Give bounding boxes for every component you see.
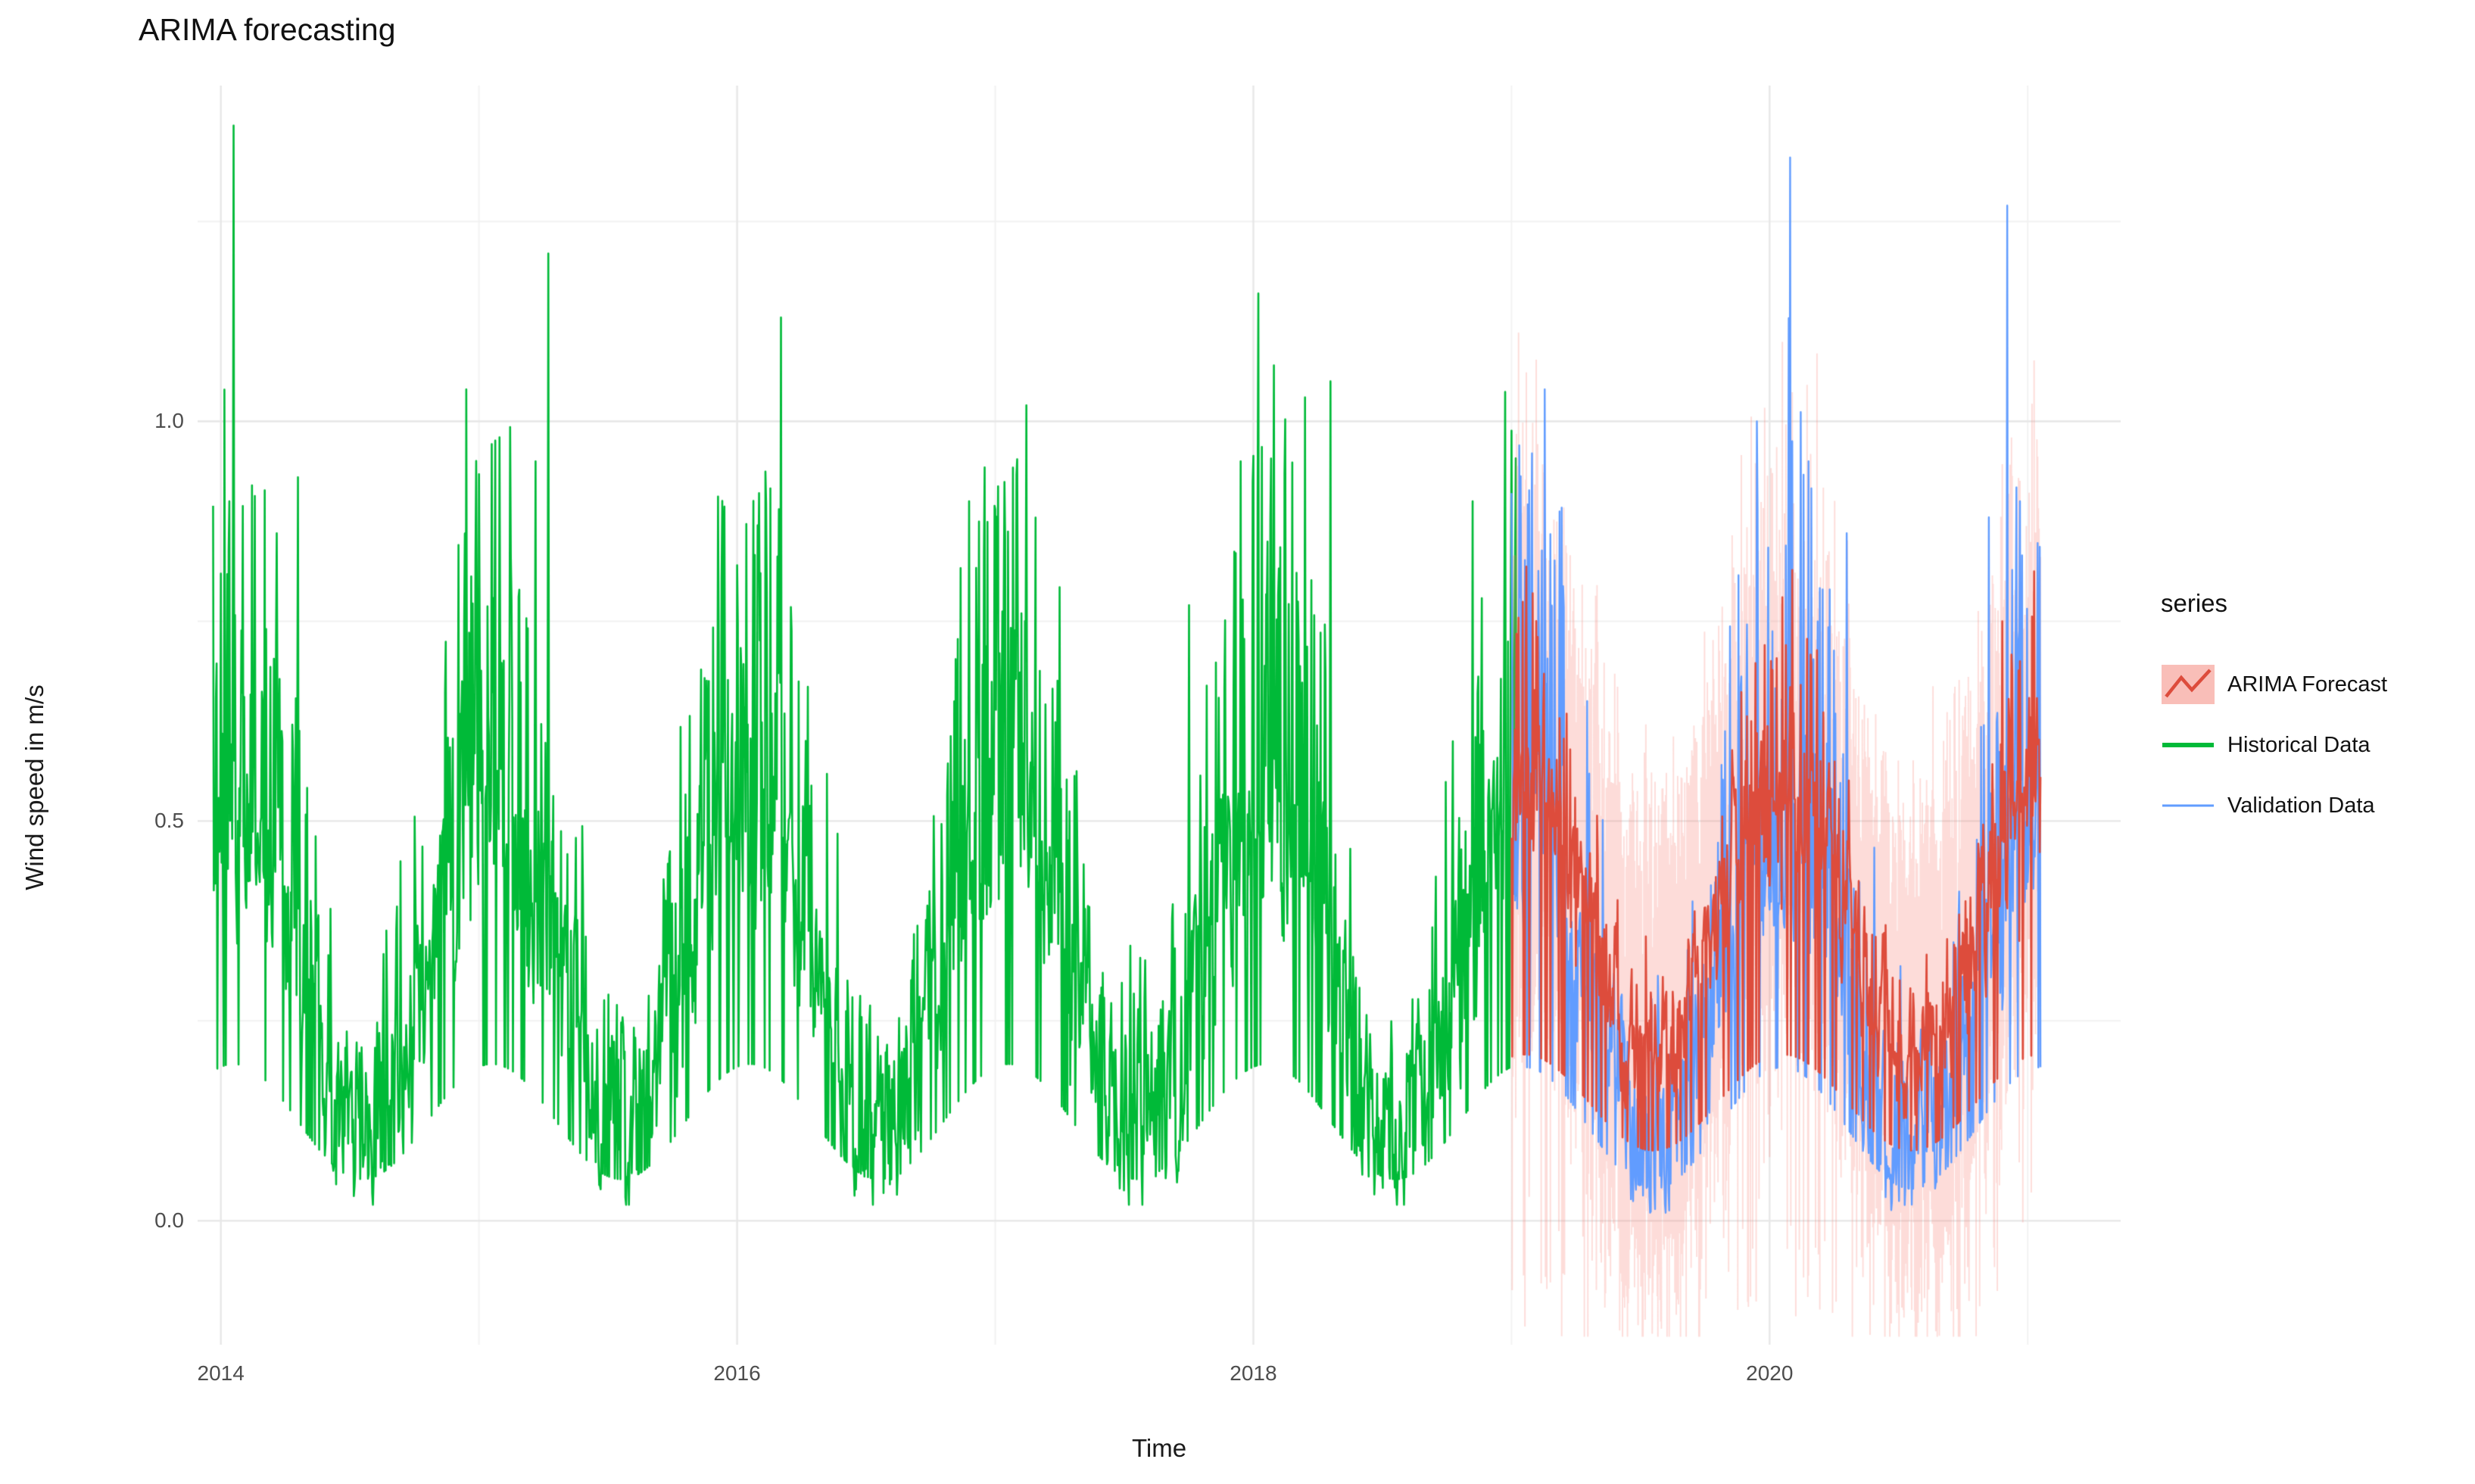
legend-item-validation-data: Validation Data: [2161, 778, 2387, 833]
x-tick-label: 2018: [1230, 1361, 1277, 1385]
x-tick-label: 2016: [713, 1361, 761, 1385]
y-tick-label: 0.5: [154, 809, 184, 833]
legend-item-historical-data: Historical Data: [2161, 718, 2387, 772]
x-tick-label: 2020: [1746, 1361, 1794, 1385]
x-axis-title: Time: [1131, 1434, 1187, 1462]
legend-title: series: [2161, 589, 2228, 617]
y-tick-label: 1.0: [154, 409, 184, 433]
validation-data-key-icon: [2162, 804, 2214, 807]
legend-item-label: Validation Data: [2227, 793, 2375, 818]
legend: series ARIMA Forecast Historical Data Va…: [2161, 589, 2387, 839]
arima-forecast-key-icon: [2162, 665, 2215, 704]
legend-item-label: ARIMA Forecast: [2227, 672, 2388, 697]
plot-panel: [198, 86, 2121, 1345]
plot-canvas: [198, 86, 2121, 1345]
legend-item-label: Historical Data: [2227, 732, 2371, 757]
y-axis-title: Wind speed in m/s: [20, 684, 48, 890]
y-tick-label: 0.0: [154, 1208, 184, 1233]
x-tick-label: 2014: [197, 1361, 245, 1385]
historical-data-key-icon: [2162, 743, 2214, 747]
legend-item-arima-forecast: ARIMA Forecast: [2161, 657, 2387, 712]
chart-title: ARIMA forecasting: [139, 12, 396, 47]
